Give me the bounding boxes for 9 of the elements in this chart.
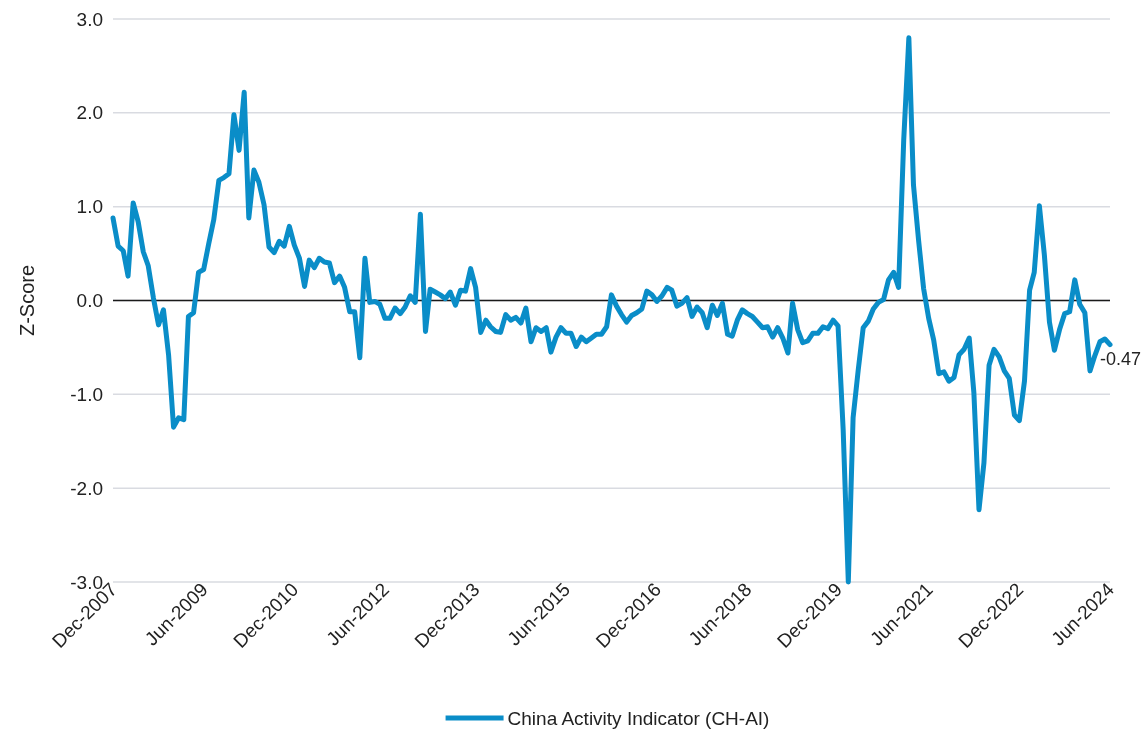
y-tick-label: 3.0 <box>76 8 103 30</box>
y-tick-label: 0.0 <box>76 290 103 312</box>
y-tick-label: 1.0 <box>76 196 103 218</box>
annotation: -0.47 <box>1100 348 1142 369</box>
y-tick-label: -1.0 <box>70 383 103 405</box>
y-tick-label: -2.0 <box>70 477 103 499</box>
y-axis-title: Z-Score <box>16 264 38 337</box>
y-tick-label: 2.0 <box>76 102 103 124</box>
legend-label: China Activity Indicator (CH-AI) <box>507 708 770 729</box>
